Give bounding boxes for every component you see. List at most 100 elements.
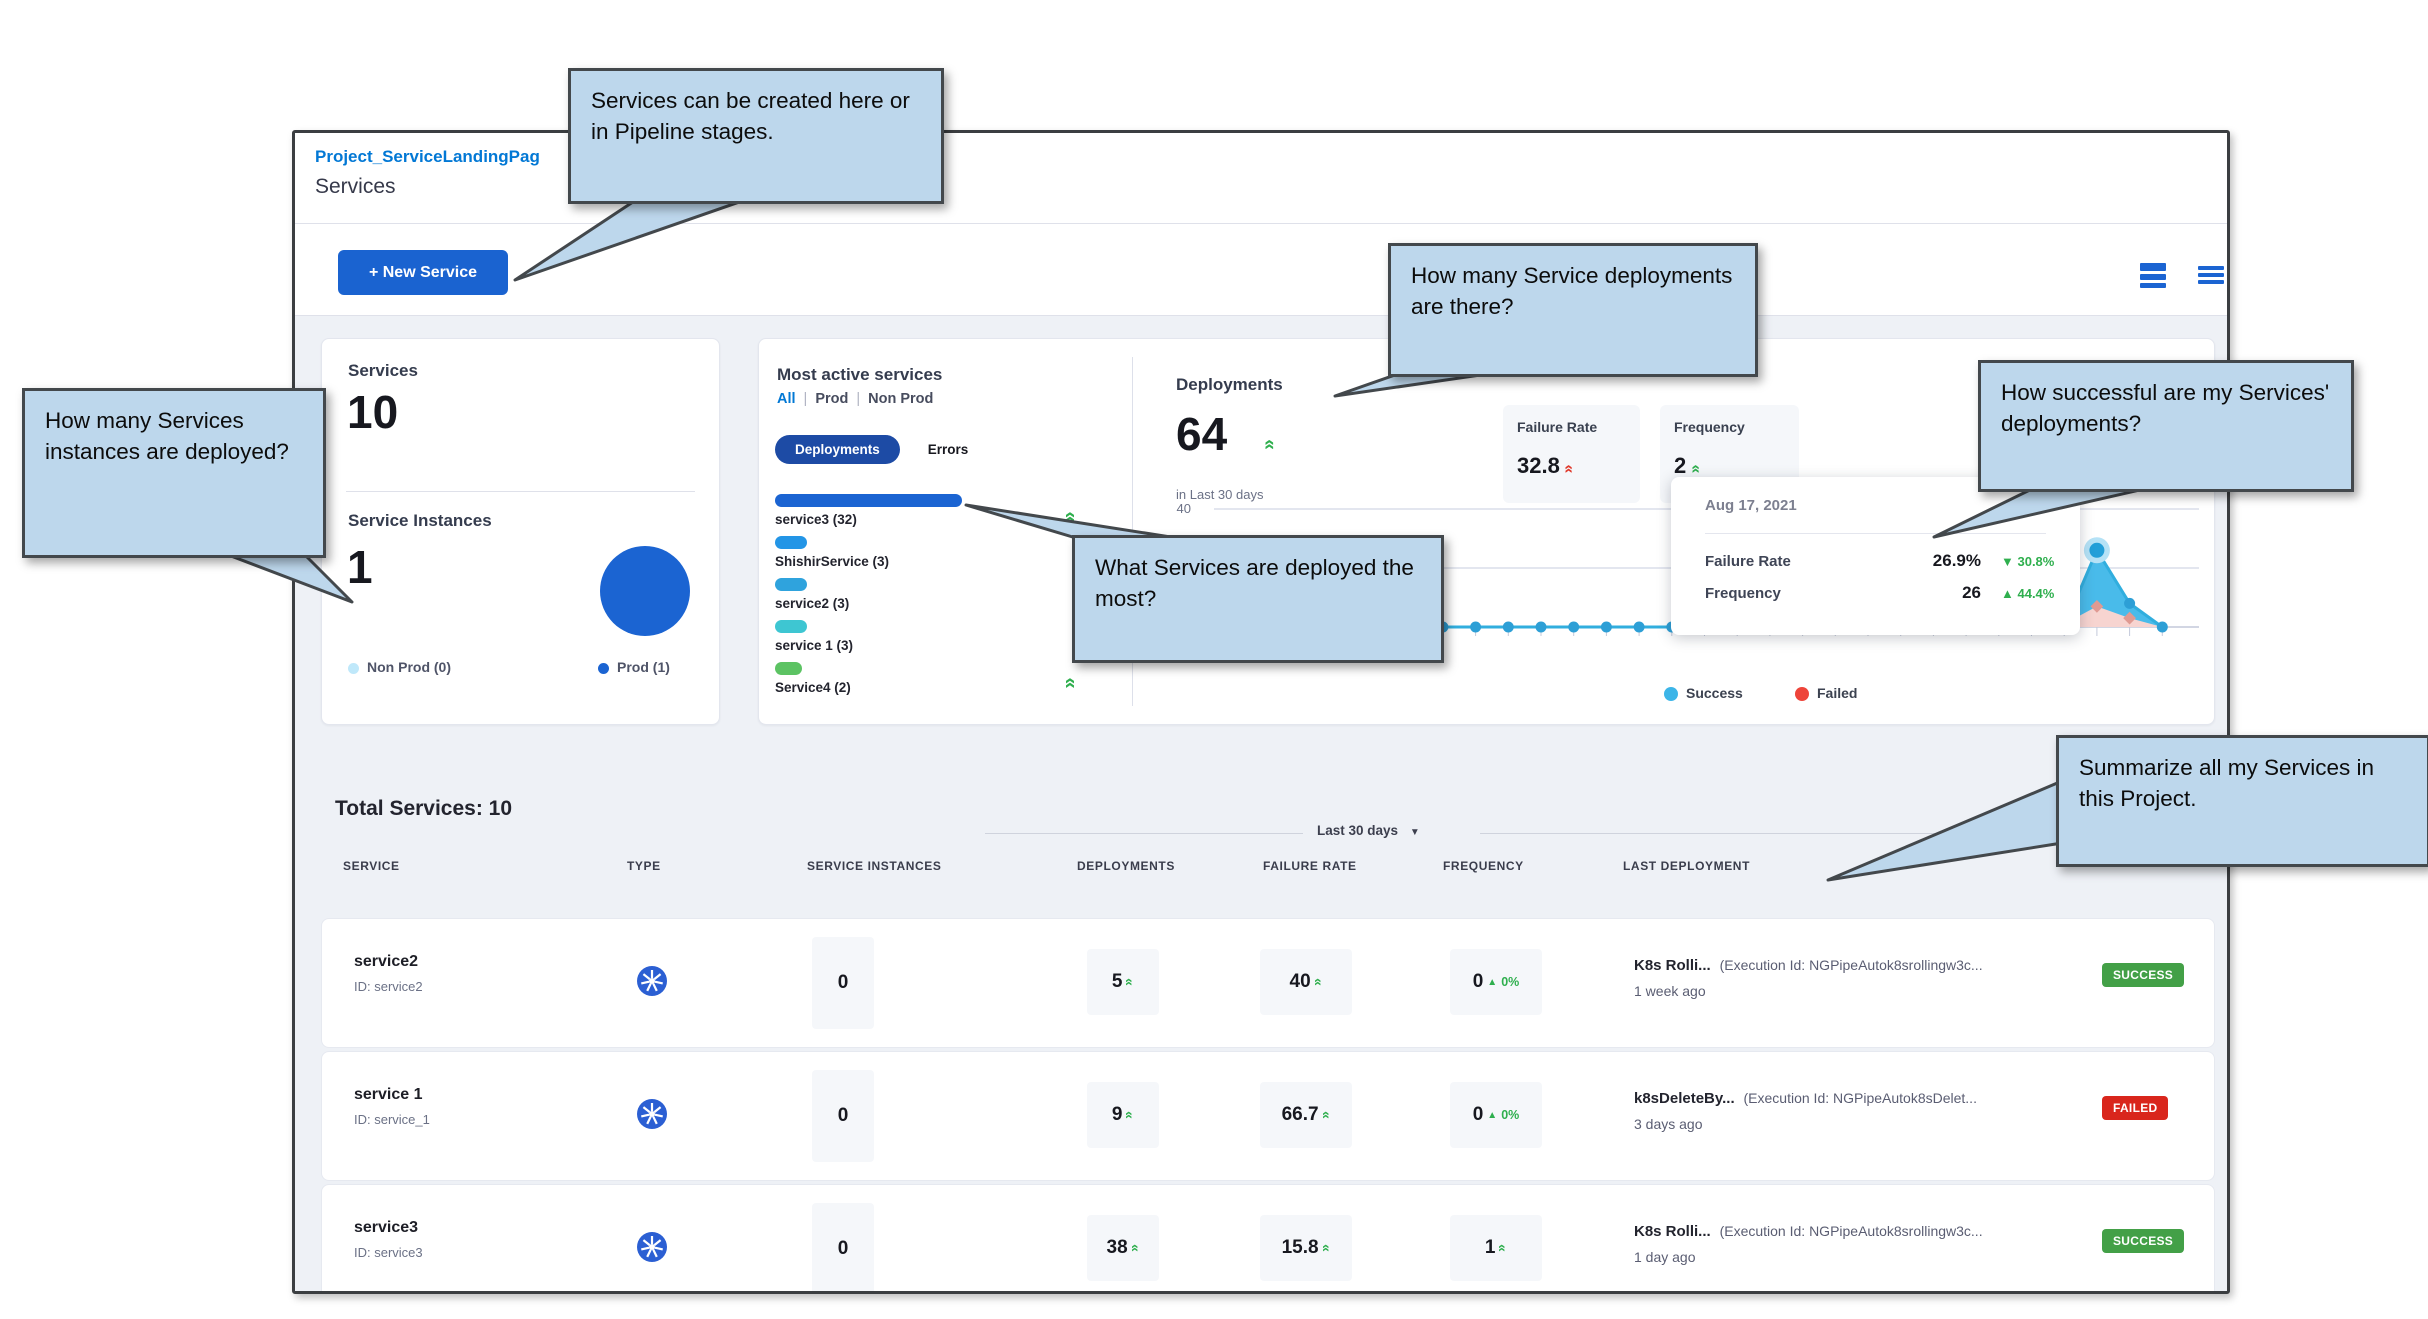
trend-up-icon: « — [1310, 978, 1327, 986]
deployments-pill[interactable]: Deployments — [775, 435, 900, 464]
service-name: service2 — [354, 953, 419, 970]
execution-id: (Execution Id: NGPipeAutok8sDelet... — [1743, 1090, 1977, 1106]
status-badge: SUCCESS — [2102, 963, 2185, 987]
nonprod-legend-dot — [348, 663, 359, 674]
callout-instances: How many Services instances are deployed… — [22, 388, 326, 558]
toolbar-divider — [295, 315, 2227, 316]
prod-legend-dot — [598, 663, 609, 674]
trend-up-icon: « — [1059, 511, 1082, 523]
kubernetes-icon — [637, 966, 667, 996]
trend-up-icon: « — [1127, 1244, 1144, 1252]
trend-up-icon: « — [1687, 464, 1705, 474]
callout-summarize: Summarize all my Services in this Projec… — [2056, 735, 2428, 867]
frequency-cell: 1 « — [1450, 1215, 1542, 1281]
col-service: SERVICE — [343, 859, 400, 873]
failed-legend-label: Failed — [1817, 685, 1858, 701]
table-row[interactable]: service 1 ID: service_1 0 9 « 66.7 « 0 ▲ 0% … — [321, 1051, 2215, 1181]
frequency-label: Frequency — [1674, 419, 1745, 435]
failure-rate-value: 32.8 — [1517, 453, 1560, 478]
chart-tooltip: Aug 17, 2021 Failure Rate 26.9% ▼ 30.8% … — [1671, 477, 2080, 635]
header-divider — [295, 223, 2227, 224]
most-active-bars: service3 (32) ShishirService (3) service… — [775, 494, 1075, 704]
status-badge: FAILED — [2102, 1096, 2169, 1120]
service-bar[interactable] — [775, 662, 802, 675]
service-bar-label: service2 (3) — [775, 596, 850, 611]
failed-legend-dot — [1795, 687, 1809, 701]
trend-up-icon: « — [1059, 677, 1082, 689]
table-row[interactable]: service2 ID: service2 0 5 « 40 « 0 ▲ 0% K8s … — [321, 918, 2215, 1048]
instances-pie-chart — [600, 546, 690, 636]
breadcrumb[interactable]: Project_ServiceLandingPag — [315, 147, 540, 166]
new-service-button[interactable]: + New Service — [338, 250, 508, 295]
kubernetes-icon — [637, 1232, 667, 1262]
card-view-icon[interactable] — [2140, 261, 2168, 289]
trend-up-icon: « — [1122, 1111, 1139, 1119]
filter-nonprod[interactable]: Non Prod — [868, 391, 934, 407]
deployments-period: in Last 30 days — [1176, 487, 1264, 502]
prod-legend-label: Prod (1) — [617, 659, 670, 675]
instances-cell: 0 — [812, 937, 874, 1029]
period-selector[interactable]: Last 30 days ▼ — [1317, 823, 1420, 838]
trend-up-icon: « — [1560, 464, 1578, 474]
service-instances-value: 1 — [347, 541, 373, 593]
y-axis-tick-label: 40 — [1176, 501, 1191, 516]
env-filter-tabs: All | Prod | Non Prod — [777, 391, 934, 407]
col-deployments: DEPLOYMENTS — [1077, 859, 1175, 873]
service-id: ID: service_1 — [354, 1112, 430, 1127]
col-last-deployment: LAST DEPLOYMENT — [1623, 859, 1751, 873]
trend-up-icon: « — [1318, 1244, 1335, 1252]
deployments-cell: 38 « — [1087, 1215, 1159, 1281]
tooltip-date: Aug 17, 2021 — [1705, 497, 1797, 514]
frequency-cell: 0 ▲ 0% — [1450, 949, 1542, 1015]
failure-rate-cell: 15.8 « — [1260, 1215, 1352, 1281]
pipeline-name[interactable]: k8sDeleteBy... — [1634, 1090, 1735, 1107]
period-selector-value: Last 30 days — [1317, 823, 1399, 838]
nonprod-legend-label: Non Prod (0) — [367, 659, 451, 675]
callout-create-service: Services can be created here or in Pipel… — [568, 68, 944, 204]
deployment-time: 1 day ago — [1634, 1249, 1696, 1265]
col-type: TYPE — [627, 859, 661, 873]
failure-rate-cell: 40 « — [1260, 949, 1352, 1015]
failure-rate-label: Failure Rate — [1517, 419, 1598, 435]
filter-all[interactable]: All — [777, 391, 796, 407]
service-id: ID: service2 — [354, 979, 423, 994]
col-service-instances: SERVICE INSTANCES — [807, 859, 942, 873]
pipeline-name[interactable]: K8s Rolli... — [1634, 1223, 1711, 1240]
service-bar-label: Service4 (2) — [775, 680, 851, 695]
deployment-time: 3 days ago — [1634, 1116, 1703, 1132]
success-legend-dot — [1664, 687, 1678, 701]
service-bar-label: service 1 (3) — [775, 638, 854, 653]
list-view-icon[interactable] — [2198, 261, 2226, 289]
deployments-title: Deployments — [1176, 375, 1283, 394]
triangle-up-icon: ▲ — [1487, 1109, 1498, 1121]
kubernetes-icon — [637, 1099, 667, 1129]
table-row[interactable]: service3 ID: service3 0 38 « 15.8 « 1 « K8s… — [321, 1184, 2215, 1291]
page-title: Services — [315, 175, 396, 198]
deployment-time: 1 week ago — [1634, 983, 1706, 999]
service-bar[interactable] — [775, 536, 808, 549]
app-window: Project_ServiceLandingPag Services + New… — [292, 130, 2230, 1294]
deployments-cell: 5 « — [1087, 949, 1159, 1015]
service-name: service3 — [354, 1219, 419, 1236]
callout-most-deployed: What Services are deployed the most? — [1072, 535, 1444, 663]
trend-up-icon: « — [1318, 1111, 1335, 1119]
deployments-total: 64 — [1176, 408, 1228, 460]
service-bar[interactable] — [775, 578, 808, 591]
success-legend-label: Success — [1686, 685, 1743, 701]
services-count-value: 10 — [347, 386, 399, 438]
service-bar[interactable] — [775, 494, 962, 507]
col-frequency: FREQUENCY — [1443, 859, 1524, 873]
instances-cell: 0 — [812, 1070, 874, 1162]
trend-up-icon: « — [1495, 1244, 1512, 1252]
total-services-heading: Total Services: 10 — [335, 797, 513, 820]
pipeline-name[interactable]: K8s Rolli... — [1634, 957, 1711, 974]
callout-success: How successful are my Services' deployme… — [1978, 360, 2354, 492]
chevron-down-icon: ▼ — [1409, 827, 1420, 838]
errors-pill[interactable]: Errors — [927, 442, 969, 457]
service-instances-label: Service Instances — [348, 511, 492, 530]
callout-deployments: How many Service deployments are there? — [1388, 243, 1758, 377]
filter-prod[interactable]: Prod — [815, 391, 849, 407]
failure-rate-card: Failure Rate 32.8 « — [1503, 405, 1640, 503]
execution-id: (Execution Id: NGPipeAutok8srollingw3c..… — [1719, 1223, 1983, 1239]
service-bar[interactable] — [775, 620, 808, 633]
